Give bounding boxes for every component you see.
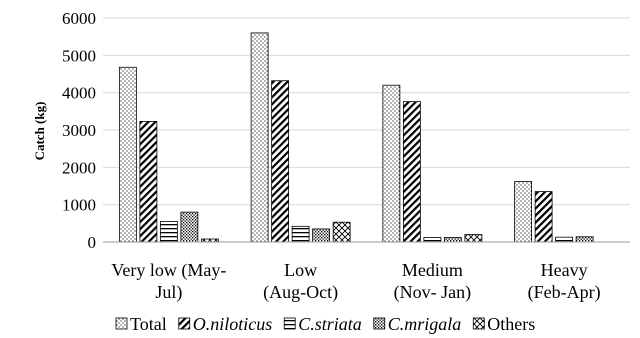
x-category-label: (Aug-Oct)	[263, 282, 338, 303]
bar-c-striata	[423, 237, 442, 243]
bar-c-mrigala	[443, 237, 462, 243]
x-axis-categories: Very low (May-Jul) Low(Aug-Oct) Medium(Nov…	[111, 260, 600, 303]
bar-others	[464, 234, 483, 243]
y-tick-label: 5000	[62, 46, 96, 65]
legend-swatch	[472, 317, 485, 330]
bar-o-niloticus	[139, 121, 158, 243]
x-category-label: (Nov- Jan)	[394, 282, 471, 303]
bar-c-mrigala	[575, 236, 594, 243]
bar-c-striata	[291, 225, 310, 243]
bars	[118, 32, 594, 243]
y-axis-label: Catch (kg)	[32, 102, 47, 161]
y-tick-label: 1000	[62, 196, 96, 215]
y-tick-label: 0	[88, 233, 97, 252]
bar-total	[514, 181, 533, 243]
bar-total	[382, 84, 401, 243]
legend: Total O.niloticus C.striata C.mrigala Others	[115, 314, 535, 334]
y-tick-label: 3000	[62, 121, 96, 140]
bar-o-niloticus	[271, 80, 290, 243]
x-category-label: Low	[284, 260, 317, 280]
legend-label: O.niloticus	[193, 314, 273, 334]
legend-swatch	[115, 317, 128, 330]
bar-c-mrigala	[312, 228, 331, 243]
legend-label: C.striata	[298, 314, 362, 334]
y-tick-label: 4000	[62, 84, 96, 103]
bar-total	[250, 32, 269, 243]
legend-label: C.mrigala	[388, 314, 462, 334]
bar-o-niloticus	[534, 191, 553, 243]
gridlines	[103, 17, 630, 206]
x-category-label: Medium	[402, 260, 463, 280]
legend-swatch	[373, 317, 386, 330]
bar-c-striata	[555, 236, 574, 243]
legend-label: Others	[487, 314, 535, 334]
legend-swatch	[178, 317, 191, 330]
legend-label: Total	[130, 314, 167, 334]
x-category-label: Heavy	[541, 260, 588, 280]
legend-swatch	[283, 317, 296, 330]
bar-c-mrigala	[180, 211, 199, 243]
x-category-label: Jul)	[155, 282, 182, 303]
x-category-label: (Feb-Apr)	[528, 282, 601, 303]
x-category-label: Very low (May-	[111, 260, 226, 281]
bar-o-niloticus	[402, 101, 421, 243]
y-axis-ticks: 0 1000 2000 3000 4000 5000 6000	[62, 9, 96, 252]
y-tick-label: 2000	[62, 158, 96, 177]
y-tick-label: 6000	[62, 9, 96, 28]
bar-total	[118, 66, 137, 243]
bar-c-striata	[159, 221, 178, 243]
bar-others	[332, 221, 351, 243]
